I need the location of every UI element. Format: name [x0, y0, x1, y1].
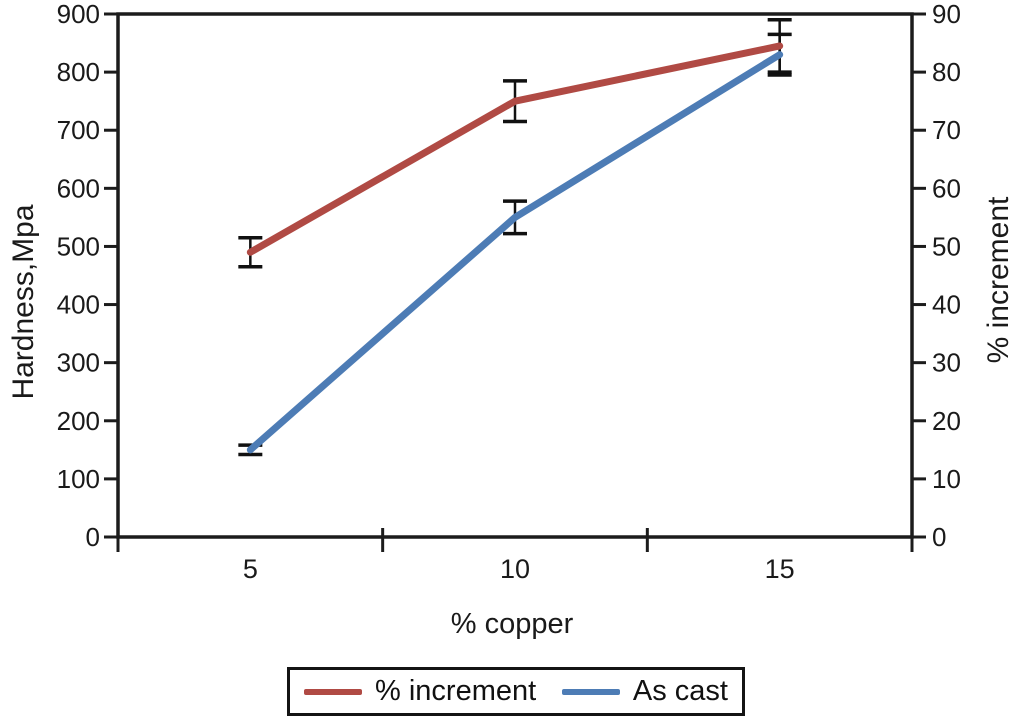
- legend-label-as-cast: As cast: [632, 675, 728, 707]
- y-left-tick-label: 0: [86, 522, 100, 552]
- y-right-tick-label: 60: [932, 173, 961, 203]
- series-line-as-cast: [246, 51, 784, 454]
- y-right-tick-label: 70: [932, 115, 961, 145]
- y-right-tick-label: 80: [932, 57, 961, 87]
- legend: % increment As cast: [287, 667, 745, 716]
- y-right-tick-label: 20: [932, 406, 961, 436]
- legend-item-increment: % increment: [304, 675, 536, 708]
- y-axis-title-left: Hardness,Mpa: [7, 204, 40, 400]
- series-line-swatch-increment: [304, 688, 362, 695]
- y-left-tick-label: 600: [57, 173, 100, 203]
- series-line-swatch-as-cast: [561, 688, 620, 695]
- y-left-tick-label: 700: [57, 115, 100, 145]
- legend-label-increment: % increment: [375, 675, 537, 707]
- plot-frame: [116, 12, 914, 539]
- y-left-tick-label: 200: [57, 406, 100, 436]
- x-tick-label: 10: [500, 554, 530, 584]
- y-left-tick-label: 800: [57, 57, 100, 87]
- y-right-tick-label: 0: [932, 522, 946, 552]
- x-axis-title: % copper: [450, 608, 574, 640]
- legend-item-as-cast: As cast: [561, 675, 728, 708]
- y-left-tick-label: 500: [57, 231, 100, 261]
- y-left-tick-label: 400: [57, 290, 100, 320]
- y-right-tick-label: 90: [932, 0, 961, 29]
- y-axis-title-right: % increment: [982, 196, 1015, 364]
- y-right-tick-label: 50: [932, 231, 961, 261]
- y-left-tick-label: 100: [57, 464, 100, 494]
- y-right-tick-label: 40: [932, 290, 961, 320]
- x-tick-label: 5: [243, 554, 258, 584]
- y-left-tick-label: 300: [57, 348, 100, 378]
- y-right-tick-label: 10: [932, 464, 961, 494]
- y-left-tick-label: 900: [57, 0, 100, 29]
- series-line-increment: [246, 42, 784, 256]
- x-tick-label: 15: [765, 554, 795, 584]
- y-right-tick-label: 30: [932, 348, 961, 378]
